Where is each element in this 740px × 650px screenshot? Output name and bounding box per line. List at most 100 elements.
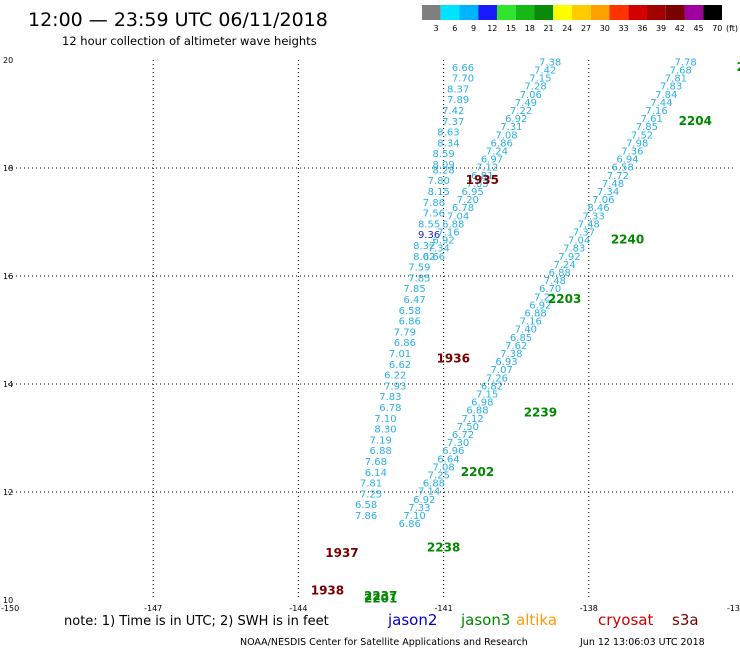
swh-value: 7.10 [403, 511, 425, 522]
legend-label: 21 [543, 24, 553, 33]
legend-swatch [572, 5, 591, 20]
legend-swatch [534, 5, 554, 20]
time-label: 1937 [325, 546, 358, 560]
chart-subtitle: 12 hour collection of altimeter wave hei… [62, 34, 317, 48]
swh-value: 7.12 [462, 414, 484, 425]
legend-swatch [684, 5, 704, 20]
time-label: 2240 [611, 233, 644, 247]
swh-value: 7.26 [486, 373, 508, 384]
satellite-label-jason2: jason2 [387, 611, 437, 629]
swh-value: 6.92 [529, 300, 551, 311]
x-tick-label: -141 [435, 604, 453, 613]
legend-label: 15 [506, 24, 516, 33]
swh-value: 6.88 [442, 219, 464, 230]
y-tick-label: 18 [3, 164, 13, 173]
swh-value: 7.16 [645, 106, 667, 117]
swh-value: 7.48 [602, 179, 624, 190]
grid-lines [8, 60, 734, 600]
satellite-label-altika: altika [516, 611, 557, 629]
swh-value: 7.83 [563, 244, 585, 255]
swh-value: 7.93 [384, 381, 406, 392]
swh-value: 6.47 [403, 295, 425, 306]
swh-value: 8.28 [432, 165, 454, 176]
legend-swatch [459, 5, 479, 20]
swh-value: 6.22 [384, 371, 406, 382]
legend-label: 27 [581, 24, 591, 33]
swh-value: 6.85 [510, 333, 532, 344]
swh-value: 7.04 [568, 236, 590, 247]
swh-value: 6.62 [389, 360, 411, 371]
swh-value: 7.48 [544, 276, 566, 287]
swh-value: 8.15 [428, 187, 450, 198]
legend-swatch [515, 5, 535, 20]
legend-label: 12 [487, 24, 497, 33]
swh-value: 7.14 [418, 487, 440, 498]
legend-label: 18 [525, 24, 535, 33]
time-label: 1935 [466, 173, 499, 187]
time-label: 2241 [737, 60, 740, 74]
swh-value: 6.78 [452, 203, 474, 214]
y-tick-label: 10 [3, 596, 13, 605]
swh-value: 8.37 [447, 84, 469, 95]
legend-label: 42 [675, 24, 685, 33]
swh-value: 7.38 [539, 57, 561, 68]
swh-value: 7.08 [495, 130, 517, 141]
time-label: 1938 [311, 584, 344, 598]
legend-label: 24 [562, 24, 572, 33]
swh-value: 7.85 [636, 122, 658, 133]
legend-swatch [590, 5, 610, 20]
swh-value: 8.46 [587, 203, 609, 214]
swh-value: 7.21 [534, 292, 556, 303]
swh-value: 7.61 [641, 114, 663, 125]
swh-value: 7.79 [394, 327, 416, 338]
swh-value: 6.92 [432, 236, 454, 247]
footer-note: note: 1) Time is in UTC; 2) SWH is in fe… [64, 614, 329, 629]
y-tick-label: 16 [3, 272, 13, 281]
swh-value: 7.48 [578, 219, 600, 230]
swh-value: 8.55 [418, 219, 440, 230]
legend-swatch [628, 5, 647, 20]
legend-label: 36 [637, 24, 647, 33]
wave-height-values: 6.667.708.377.897.427.378.638.348.598.09… [355, 57, 697, 530]
legend-label: 45 [693, 24, 703, 33]
swh-value: 7.42 [442, 106, 464, 117]
swh-value: 7.06 [592, 195, 614, 206]
swh-value: 7.28 [524, 82, 546, 93]
swh-value: 7.56 [423, 209, 445, 220]
x-tick-label: -150 [1, 604, 19, 613]
axis-ticks: -150 -147 -144 -141 -138 -13 10 12 14 16 18 20 [1, 56, 740, 613]
swh-value: 9.36 [418, 230, 440, 241]
satellite-label-jason3: jason3 [460, 611, 510, 629]
chart-title: 12:00 — 23:59 UTC 06/11/2018 [28, 9, 328, 31]
swh-value: 7.85 [403, 284, 425, 295]
legend-swatch [609, 5, 629, 20]
swh-value: 7.80 [428, 176, 450, 187]
swh-value: 8.32 [413, 241, 435, 252]
legend-swatch [478, 5, 497, 20]
swh-value: 7.30 [447, 438, 469, 449]
swh-value: 7.81 [665, 74, 687, 85]
swh-value: 6.58 [399, 306, 421, 317]
swh-value: 7.37 [442, 117, 464, 128]
swh-value: 6.86 [394, 338, 416, 349]
swh-value: 7.68 [365, 457, 387, 468]
swh-value: 7.15 [476, 390, 498, 401]
swh-value: 7.37 [573, 228, 595, 239]
swh-value: 7.84 [655, 90, 677, 101]
swh-value: 7.49 [515, 98, 537, 109]
swh-value: 7.72 [607, 171, 629, 182]
swh-value: 7.36 [621, 147, 643, 158]
swh-value: 6.98 [471, 398, 493, 409]
x-tick-label: -138 [580, 604, 598, 613]
swh-value: 6.64 [437, 454, 459, 465]
legend-swatch [703, 5, 722, 20]
swh-value: 7.38 [500, 349, 522, 360]
swh-value: 6.92 [505, 114, 527, 125]
legend-label: 70 [712, 24, 722, 33]
swh-value: 7.50 [457, 422, 479, 433]
swh-value: 7.52 [631, 130, 653, 141]
swh-value: 6.14 [365, 468, 387, 479]
swh-value: 7.25 [360, 489, 382, 500]
swh-value: 6.88 [466, 406, 488, 417]
x-tick-label: -147 [144, 604, 162, 613]
